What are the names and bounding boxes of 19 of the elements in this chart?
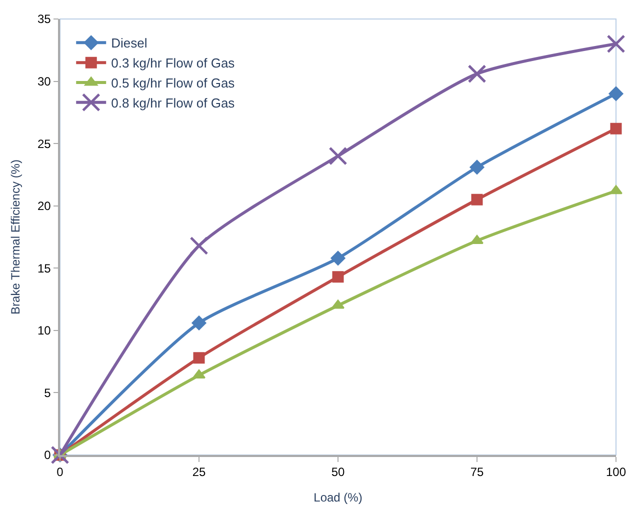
x-tick-label: 100	[606, 465, 626, 480]
x-tick-label: 0	[56, 465, 64, 480]
y-tick-label: 20	[37, 199, 52, 214]
legend-label: 0.3 kg/hr Flow of Gas	[111, 56, 236, 71]
x-tick-label: 50	[331, 465, 345, 480]
y-tick-label: 15	[37, 261, 52, 276]
y-tick-label: 30	[37, 74, 52, 88]
legend-label: Diesel	[111, 36, 148, 51]
y-tick-label: 5	[44, 386, 52, 400]
x-tick-label: 25	[192, 465, 206, 480]
x-axis-title: Load (%)	[314, 490, 362, 505]
y-tick-label: 0	[44, 448, 52, 462]
y-tick-label: 35	[37, 12, 52, 26]
y-tick-label: 10	[37, 324, 52, 338]
legend-label: 0.8 kg/hr Flow of Gas	[111, 95, 236, 110]
x-tick-label: 75	[470, 465, 484, 480]
legend-label: 0.5 kg/hr Flow of Gas	[111, 76, 236, 91]
y-axis-title: Brake Thermal Efficiency (%)	[8, 160, 22, 314]
y-tick-label: 25	[37, 136, 52, 151]
